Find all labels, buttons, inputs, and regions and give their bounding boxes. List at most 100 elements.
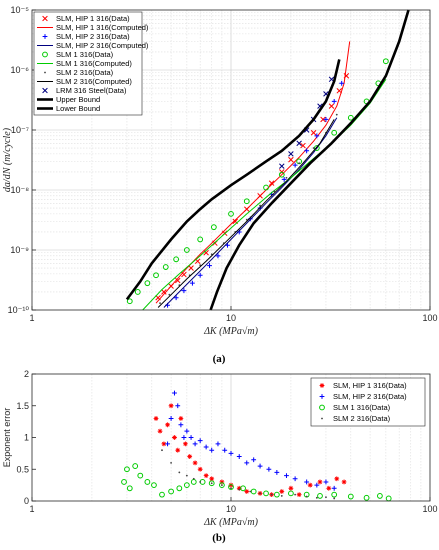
point-slm-hip-2-316-data (215, 441, 221, 447)
legend-label-slm-1-316-data: SLM 1 316(Data) (56, 50, 114, 59)
x-tick-label: 10 (226, 313, 236, 323)
point-slm-hip-2-316-data (181, 288, 187, 294)
point-slm-hip-2-316-data (304, 148, 310, 154)
point-slm-hip-2-316-data (203, 444, 209, 450)
y-tick-label: 10⁻⁶ (11, 65, 30, 75)
point-slm-hip-2-316-data (184, 428, 190, 434)
point-slm-hip-2-316-data (209, 447, 215, 453)
point-slm-1-316-data (376, 493, 383, 499)
point-slm-2-316-data (298, 162, 301, 165)
legend-label-slm-1-316-data: SLM 1 316(Data) (333, 403, 391, 412)
series-group (121, 390, 392, 502)
legend-label-slm-2-316-computed: SLM 2 316(Computed) (56, 77, 132, 86)
point-lrm-316-steel-data (288, 151, 294, 157)
point-slm-hip-1-316-data (219, 479, 225, 485)
legend-label-slm-hip-2-316-data: SLM, HIP 2 316(Data) (333, 392, 407, 401)
point-slm-hip-2-316-data (266, 466, 272, 472)
point-slm-hip-2-316-data (207, 263, 212, 268)
point-slm-hip-1-316-data (334, 476, 340, 482)
point-slm-hip-1-316-data (161, 441, 167, 447)
point-slm-hip-1-316-data (165, 422, 170, 428)
point-slm-1-316-data (159, 491, 165, 498)
point-slm-2-316-data (199, 481, 202, 483)
point-slm-hip-1-316-data (175, 447, 181, 453)
point-slm-1-316-data (288, 490, 294, 497)
point-slm-hip-2-316-data (292, 162, 298, 168)
y-tick-label: 10⁻⁹ (10, 245, 29, 255)
y-tick-label: 0 (24, 496, 29, 506)
point-slm-1-316-data (134, 289, 141, 295)
point-slm-1-316-data (263, 184, 269, 191)
point-slm-2-316-data (220, 484, 223, 487)
point-slm-2-316-data (259, 492, 261, 495)
point-slm-1-316-data (317, 493, 323, 499)
point-slm-2-316-data (192, 477, 195, 480)
x-tick-label: 1 (29, 313, 34, 323)
y-tick-label: 10⁻⁵ (11, 5, 30, 15)
point-slm-1-316-data (210, 224, 217, 231)
legend-swatch-slm-1-316-data (319, 404, 325, 411)
point-slm-hip-2-316-data (165, 441, 170, 447)
series-line-upper-bound (125, 59, 341, 301)
point-slm-1-316-data (183, 482, 190, 489)
point-slm-hip-2-316-data (181, 435, 187, 440)
point-slm-2-316-data (312, 147, 315, 149)
point-slm-1-316-data (162, 264, 169, 270)
y-tick-label: 1.5 (16, 401, 29, 411)
point-slm-hip-1-316-data (296, 492, 302, 498)
point-slm-hip-2-316-data (274, 470, 280, 475)
point-slm-1-316-data (121, 479, 127, 485)
point-slm-hip-1-316-data (317, 479, 323, 485)
point-slm-hip-2-316-data (236, 454, 242, 459)
point-slm-hip-1-316-data (268, 180, 275, 186)
y-tick-label: 2 (24, 369, 29, 379)
point-slm-hip-1-316-data (244, 489, 250, 494)
point-slm-2-316-data (315, 496, 318, 499)
point-slm-hip-2-316-data (323, 479, 329, 485)
point-slm-1-316-data (168, 488, 174, 495)
point-slm-hip-1-316-data (203, 473, 209, 478)
point-slm-2-316-data (273, 190, 276, 193)
legend: SLM, HIP 1 316(Data) SLM, HIP 2 316(Data)… (310, 377, 426, 427)
point-slm-hip-1-316-data (187, 454, 193, 459)
point-slm-1-316-data (197, 236, 204, 243)
legend-label-slm-hip-1-316-data: SLM, HIP 1 316(Data) (56, 14, 130, 23)
point-slm-hip-1-316-data (288, 485, 294, 491)
point-slm-hip-1-316-data (161, 289, 167, 295)
chart-panel-b: 1 10 100 0 0.5 1 1.5 2 ΔK (MPa√m) Exponent error S… (2, 369, 438, 528)
point-slm-2-316-data (170, 462, 172, 464)
x-axis-label: ΔK (MPa√m) (203, 326, 259, 337)
point-slm-hip-1-316-data (153, 416, 159, 421)
point-slm-hip-2-316-data (175, 403, 181, 409)
point-slm-1-316-data (228, 484, 234, 490)
point-lrm-316-steel-data (296, 140, 302, 147)
point-slm-1-316-data (137, 472, 144, 479)
point-slm-2-316-data (270, 493, 273, 496)
point-slm-hip-1-316-data (320, 116, 326, 123)
point-slm-hip-2-316-data (323, 117, 329, 122)
legend-label-slm-2-316-data: SLM 2 316(Data) (333, 414, 391, 423)
point-lrm-316-steel-data (279, 163, 285, 169)
point-slm-hip-2-316-data (244, 460, 250, 466)
point-slm-2-316-data (199, 264, 202, 267)
legend-swatch-slm-1-316-data (42, 51, 48, 58)
point-slm-2-316-data (325, 496, 327, 499)
series-group (125, 9, 410, 311)
legend-label-slm-hip-1-316-computed: SLM, HIP 1 316(Computed) (56, 23, 149, 32)
legend-swatch-slm-hip-1-316-data (42, 15, 48, 22)
point-slm-1-316-data (208, 480, 215, 487)
legend-label-slm-hip-2-316-data: SLM, HIP 2 316(Data) (56, 32, 130, 41)
point-slm-hip-1-316-data (326, 485, 332, 491)
point-slm-1-316-data (278, 171, 285, 178)
point-slm-2-316-data (161, 449, 163, 452)
point-slm-hip-1-316-data (328, 103, 335, 109)
point-slm-hip-1-316-data (168, 403, 174, 409)
x-tick-label: 100 (422, 504, 437, 514)
x-tick-label: 1 (29, 504, 34, 514)
point-slm-hip-1-316-data (203, 249, 209, 256)
point-slm-hip-2-316-data (197, 272, 203, 278)
point-slm-2-316-data (159, 302, 161, 305)
legend-box (310, 377, 426, 427)
point-slm-1-316-data (273, 491, 280, 498)
